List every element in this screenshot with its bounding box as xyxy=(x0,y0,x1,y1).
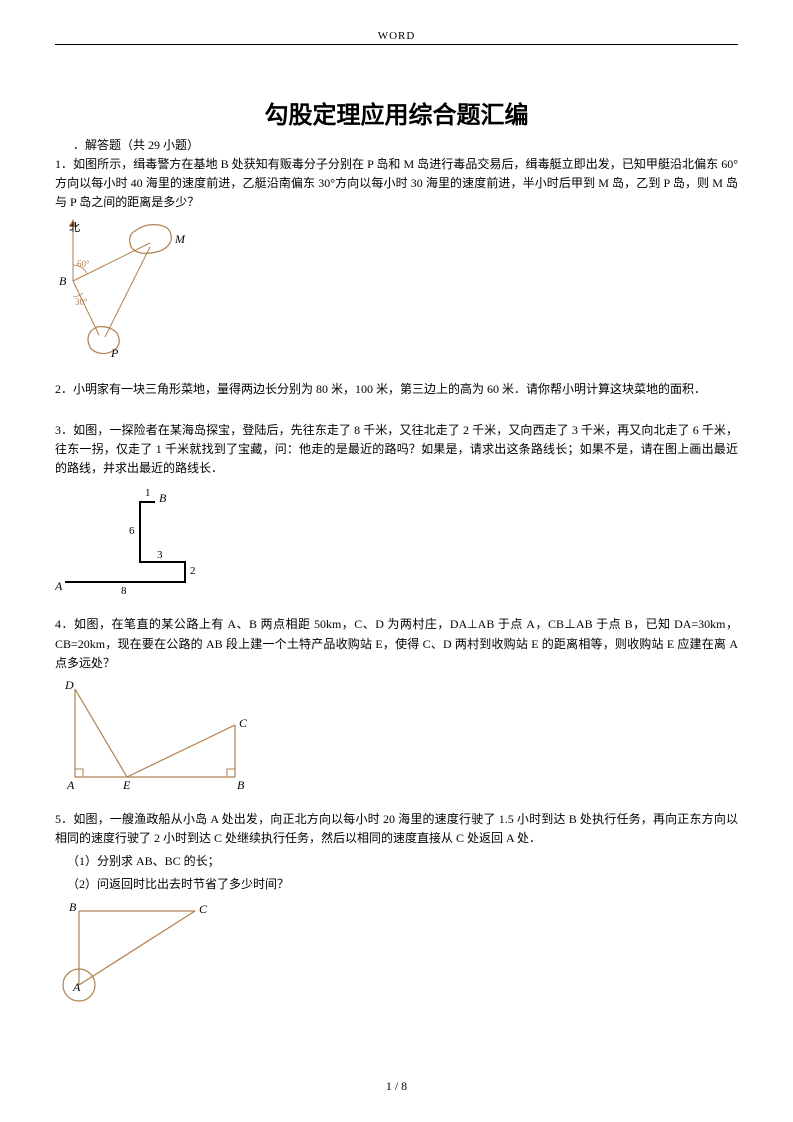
header-word-label: WORD xyxy=(55,30,738,45)
diagram1-P: P xyxy=(110,346,119,360)
diagram4-C: C xyxy=(239,716,248,730)
question-4-diagram: D A E B C xyxy=(55,677,738,792)
question-3-diagram: A B 1 6 3 2 8 xyxy=(55,482,738,597)
diagram1-north: 北 xyxy=(69,221,80,234)
diagram1-M: M xyxy=(174,232,186,246)
question-2-text: 2．小明家有一块三角形菜地，量得两边长分别为 80 米，100 米，第三边上的高… xyxy=(55,380,738,399)
question-5-sub2: （2）问返回时比出去时节省了多少时间？ xyxy=(55,875,738,894)
question-5-text: 5．如图，一艘渔政船从小岛 A 处出发，向正北方向以每小时 20 海里的速度行驶… xyxy=(55,810,738,848)
diagram1-B: B xyxy=(59,274,67,288)
section-header: ．解答题（共 29 小题） xyxy=(55,136,738,153)
question-5-diagram: B C A xyxy=(55,899,738,1004)
diagram5-B: B xyxy=(69,900,77,914)
page-title: 勾股定理应用综合题汇编 xyxy=(55,95,738,130)
diagram3-seg8: 8 xyxy=(121,585,127,597)
question-5-sub1: （1）分别求 AB、BC 的长； xyxy=(55,852,738,871)
diagram4-A: A xyxy=(66,778,75,792)
question-1-diagram: 北 B 60° 30° M P xyxy=(55,217,738,362)
question-1-text: 1．如图所示，缉毒警方在基地 B 处获知有贩毒分子分别在 P 岛和 M 岛进行毒… xyxy=(55,155,738,213)
diagram5-C: C xyxy=(199,902,208,916)
diagram3-seg2: 2 xyxy=(190,565,196,577)
diagram5-A: A xyxy=(72,980,81,994)
diagram3-A: A xyxy=(55,579,63,593)
diagram3-seg3: 3 xyxy=(157,549,163,561)
diagram3-seg1: 1 xyxy=(145,487,151,499)
question-3-text: 3．如图，一探险者在某海岛探宝，登陆后，先往东走了 8 千米，又往北走了 2 千… xyxy=(55,421,738,479)
diagram4-D: D xyxy=(64,678,74,692)
page-number: 1 / 8 xyxy=(0,1079,793,1094)
diagram4-E: E xyxy=(122,778,131,792)
diagram3-seg6: 6 xyxy=(129,525,135,537)
diagram1-angle60: 60° xyxy=(77,259,90,269)
diagram4-B: B xyxy=(237,778,245,792)
diagram3-B: B xyxy=(159,491,167,505)
question-4-text: 4．如图，在笔直的某公路上有 A、B 两点相距 50km，C、D 为两村庄，DA… xyxy=(55,615,738,673)
